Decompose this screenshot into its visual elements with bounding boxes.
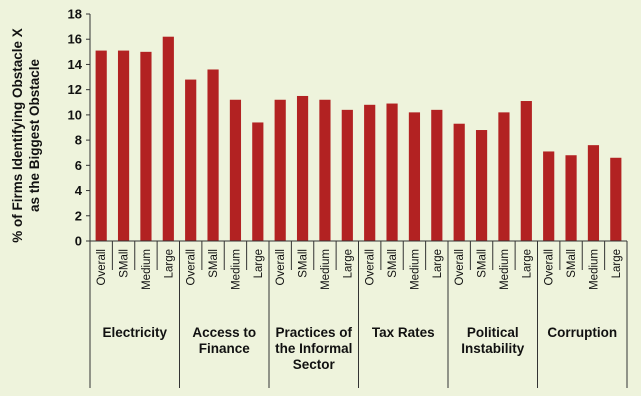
bar (207, 69, 219, 241)
category-label: Overall (454, 249, 466, 285)
group-label-line: Corruption (547, 325, 617, 340)
bar (140, 51, 152, 242)
bar (162, 36, 174, 242)
y-axis-title-line: as the Biggest Obstacle (27, 58, 42, 212)
group-label-line: Instability (461, 341, 525, 356)
bar (520, 101, 532, 242)
y-tick-label: 14 (68, 57, 83, 72)
group-label-line: Practices of (275, 325, 352, 340)
category-label: Large (611, 249, 623, 278)
category-label: Large (163, 249, 175, 278)
group-label-line: Access to (192, 325, 256, 340)
y-tick-label: 2 (75, 208, 82, 223)
group-label-line: Tax Rates (372, 325, 435, 340)
category-label: Overall (186, 249, 198, 285)
y-tick-label: 6 (75, 158, 82, 173)
bar (610, 157, 622, 241)
bar (296, 95, 309, 241)
category-label: Large (432, 249, 444, 278)
y-tick-label: 10 (68, 107, 82, 122)
y-tick-label: 4 (75, 183, 83, 198)
bar (431, 109, 443, 241)
category-label: Overall (544, 249, 556, 285)
bar (587, 145, 600, 241)
category-label: Large (342, 249, 354, 278)
category-label: Medium (588, 249, 600, 290)
bar (543, 151, 555, 241)
bar (565, 155, 577, 241)
category-label: SMall (208, 249, 220, 278)
category-label: SMall (298, 249, 310, 278)
bar (364, 104, 376, 241)
category-label: Medium (409, 249, 421, 290)
category-label: SMall (119, 249, 131, 278)
category-label: Large (521, 249, 533, 278)
bar (229, 99, 242, 241)
group-label-line: Sector (293, 357, 336, 372)
group-label-line: Finance (199, 341, 251, 356)
group-label-line: Electricity (102, 325, 167, 340)
y-tick-label: 0 (75, 234, 82, 249)
bar (252, 122, 264, 241)
x-axis: Overall SMall Medium Large Electricity Overal… (89, 240, 628, 388)
bar (386, 103, 398, 242)
y-axis: 0 2 4 6 8 10 12 14 16 18 (68, 7, 91, 249)
category-label: Medium (230, 249, 242, 290)
bars (95, 36, 622, 242)
category-label: Medium (499, 249, 511, 290)
category-label: Overall (96, 249, 108, 285)
category-label: SMall (477, 249, 489, 278)
bar (95, 50, 107, 242)
y-tick-label: 18 (68, 7, 82, 22)
category-label: Medium (141, 249, 153, 290)
category-label: Overall (275, 249, 287, 285)
category-label: SMall (387, 249, 399, 278)
category-label: SMall (566, 249, 578, 278)
bar (341, 109, 353, 241)
bar (453, 123, 465, 241)
group-label-line: the Informal (275, 341, 352, 356)
y-tick-label: 8 (75, 133, 82, 148)
bar (498, 112, 510, 241)
bar (185, 79, 197, 241)
y-tick-label: 12 (68, 82, 82, 97)
category-label: Medium (320, 249, 332, 290)
category-label: Overall (365, 249, 377, 285)
group-label-line: Political (467, 325, 519, 340)
y-axis-title-line: % of Firms Identifying Obstacle X (10, 28, 25, 243)
category-label: Large (253, 249, 265, 278)
bar (408, 112, 421, 241)
y-tick-label: 16 (68, 32, 82, 47)
bar (274, 99, 286, 241)
bar (117, 50, 130, 242)
bar (319, 99, 331, 241)
bar (475, 130, 488, 241)
